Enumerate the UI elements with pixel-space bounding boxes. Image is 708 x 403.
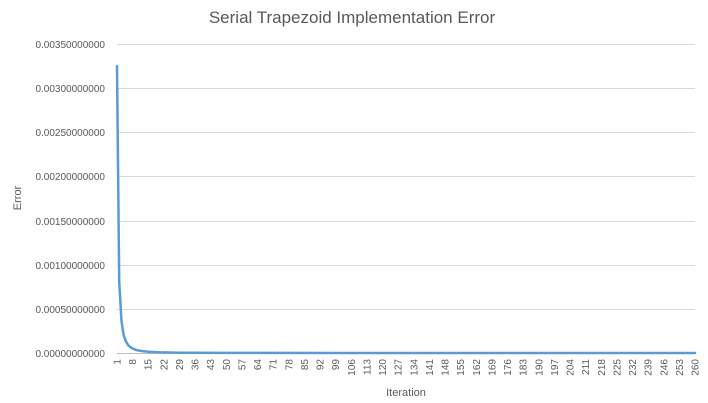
y-tick-label: 0.00300000000 [35, 84, 105, 95]
x-tick-label: 106 [347, 359, 358, 376]
x-tick-label: 148 [441, 359, 452, 376]
y-axis-title: Error [12, 185, 24, 210]
chart-title: Serial Trapezoid Implementation Error [209, 8, 496, 27]
x-tick-label: 169 [487, 359, 498, 376]
x-tick-label: 218 [597, 359, 608, 376]
x-tick-label: 99 [331, 359, 342, 371]
x-tick-label: 85 [300, 359, 311, 371]
x-tick-label: 211 [581, 359, 592, 375]
x-tick-label: 253 [675, 359, 686, 376]
x-tick-label: 78 [284, 359, 295, 371]
x-tick-label: 162 [472, 359, 483, 376]
x-axis-title: Iteration [386, 387, 426, 399]
x-tick-label: 239 [644, 359, 655, 376]
y-tick-label: 0.00000000000 [35, 349, 105, 360]
x-tick-label: 120 [378, 359, 389, 376]
x-tick-label: 246 [659, 359, 670, 376]
series-line [115, 64, 697, 355]
x-tick-label: 155 [456, 359, 467, 376]
x-tick-label: 22 [159, 359, 170, 371]
y-tick-label: 0.00150000000 [35, 217, 105, 228]
x-tick-label: 36 [191, 359, 202, 371]
x-tick-label: 134 [409, 359, 420, 376]
x-tick-label: 71 [269, 359, 280, 371]
x-axis-ticks: 1 8 15 22 29 36 43 50 57 64 71 78 85 92 99 106 113 120 127… [113, 359, 702, 376]
x-tick-label: 204 [566, 359, 577, 376]
y-tick-label: 0.00350000000 [35, 40, 105, 51]
x-tick-label: 260 [691, 359, 702, 376]
x-tick-label: 176 [503, 359, 514, 376]
gridlines [117, 44, 695, 310]
x-tick-label: 57 [238, 359, 249, 371]
x-tick-label: 225 [612, 359, 623, 376]
y-tick-label: 0.00200000000 [35, 172, 105, 183]
x-tick-label: 190 [534, 359, 545, 376]
x-tick-label: 141 [425, 359, 436, 376]
x-tick-label: 1 [113, 359, 124, 365]
x-tick-label: 8 [128, 359, 139, 365]
x-tick-label: 232 [628, 359, 639, 376]
x-tick-label: 15 [144, 359, 155, 371]
x-tick-label: 127 [394, 359, 405, 376]
x-tick-label: 113 [362, 359, 373, 375]
y-axis-ticks: 0.00000000000 0.00050000000 0.00100000000 0… [35, 40, 105, 360]
x-tick-label: 43 [206, 359, 217, 371]
y-tick-label: 0.00250000000 [35, 128, 105, 139]
y-tick-label: 0.00100000000 [35, 261, 105, 272]
series-layer [115, 64, 697, 355]
y-tick-label: 0.00050000000 [35, 305, 105, 316]
x-tick-label: 50 [222, 359, 233, 371]
x-tick-label: 64 [253, 359, 264, 371]
x-tick-label: 92 [316, 359, 327, 371]
x-tick-label: 197 [550, 359, 561, 376]
x-tick-label: 29 [175, 359, 186, 371]
x-tick-label: 183 [519, 359, 530, 376]
